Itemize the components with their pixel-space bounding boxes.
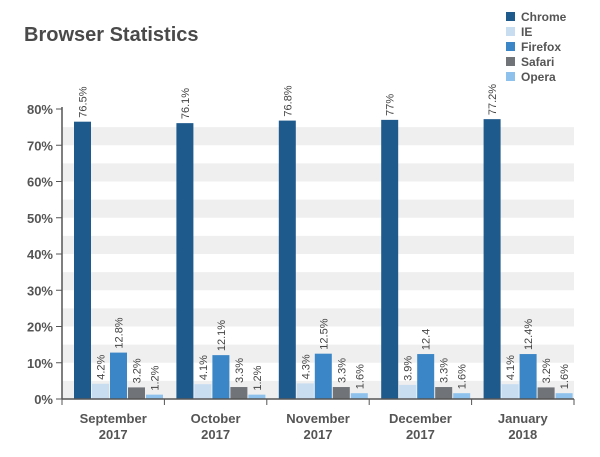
data-label: 1.6% <box>559 364 571 389</box>
data-label: 76.8% <box>282 85 294 116</box>
bar-safari-3 <box>435 387 453 399</box>
legend-swatch-chrome <box>506 12 515 21</box>
x-tick-label: 2017 <box>99 427 128 442</box>
data-label: 12.8% <box>114 317 126 348</box>
y-tick-label: 50% <box>27 211 53 226</box>
data-label: 4.1% <box>505 355 517 380</box>
data-label: 1.2% <box>252 365 264 390</box>
y-tick-label: 40% <box>27 247 53 262</box>
y-tick-label: 10% <box>27 356 53 371</box>
bar-opera-4 <box>555 393 573 399</box>
x-tick-label: September <box>80 411 147 426</box>
bar-ie-2 <box>296 383 314 399</box>
y-tick-label: 60% <box>27 175 53 190</box>
bar-opera-2 <box>350 393 368 399</box>
legend-swatch-opera <box>506 72 515 81</box>
data-label: 3.2% <box>541 358 553 383</box>
bar-ie-1 <box>194 384 212 399</box>
chart-title: Browser Statistics <box>24 24 199 46</box>
y-tick-label: 70% <box>27 138 53 153</box>
x-tick-label: 2017 <box>201 427 230 442</box>
bars <box>74 119 573 400</box>
y-tick-label: 0% <box>34 392 53 407</box>
x-tick-label: 2017 <box>304 427 333 442</box>
data-label: 77% <box>385 94 397 116</box>
bar-ie-3 <box>399 384 417 399</box>
bar-safari-2 <box>332 387 350 399</box>
data-label: 4.2% <box>96 354 108 379</box>
data-label: 4.1% <box>198 355 210 380</box>
bar-chrome-2 <box>278 120 296 399</box>
legend-label: Firefox <box>521 40 561 54</box>
bar-safari-0 <box>128 387 145 399</box>
data-label: 1.2% <box>150 365 162 390</box>
x-tick-label: December <box>389 411 452 426</box>
bar-ie-4 <box>501 384 519 399</box>
bar-chrome-1 <box>176 123 194 399</box>
bar-safari-1 <box>230 387 248 399</box>
bar-firefox-1 <box>212 355 230 399</box>
data-label: 3.3% <box>439 358 451 383</box>
x-tick-label: 2018 <box>508 427 537 442</box>
bar-chrome-4 <box>483 119 501 400</box>
x-tick-label: January <box>498 411 549 426</box>
legend-label: IE <box>521 25 532 39</box>
bar-chrome-3 <box>381 119 399 399</box>
data-label: 3.3% <box>234 358 246 383</box>
data-label: 3.2% <box>132 358 144 383</box>
y-tick-label: 80% <box>27 102 53 117</box>
bar-firefox-3 <box>417 354 435 399</box>
bar-opera-1 <box>248 394 266 399</box>
x-tick-label: 2017 <box>406 427 435 442</box>
data-label: 12.4% <box>523 319 535 350</box>
data-label: 3.9% <box>403 356 415 381</box>
data-label: 76.1% <box>180 88 192 119</box>
y-tick-label: 20% <box>27 320 53 335</box>
data-label: 3.3% <box>336 358 348 383</box>
bar-opera-0 <box>146 394 163 399</box>
data-label: 12.5% <box>318 318 330 349</box>
legend-label: Chrome <box>521 10 567 24</box>
bar-safari-4 <box>537 387 555 399</box>
bar-opera-3 <box>453 393 471 399</box>
x-axis: September2017October2017November2017Dece… <box>61 398 575 442</box>
data-label: 1.6% <box>354 364 366 389</box>
legend-swatch-ie <box>506 27 515 36</box>
data-label: 4.3% <box>300 354 312 379</box>
bar-firefox-2 <box>314 353 332 399</box>
data-label: 76.5% <box>78 86 90 117</box>
y-axis: 0% 10% 20% 30% 40% 50% 60% 70% 80% <box>27 102 63 407</box>
data-label: 77.2% <box>487 84 499 115</box>
data-label: 12.1% <box>216 320 228 351</box>
legend-swatch-firefox <box>506 42 515 51</box>
bar-chrome-0 <box>74 121 91 399</box>
legend-label: Safari <box>521 55 554 69</box>
data-label: 1.6% <box>457 364 469 389</box>
data-label: 12.4 <box>421 329 433 350</box>
data-labels: 76.5% 4.2% 12.8% 3.2% 1.2% 76.1% 4.1% 12.1% 3.3%… <box>78 84 572 391</box>
bar-firefox-0 <box>110 352 127 399</box>
x-tick-label: November <box>286 411 350 426</box>
legend-label: Opera <box>521 70 556 84</box>
y-tick-label: 30% <box>27 283 53 298</box>
bar-ie-0 <box>92 383 109 399</box>
x-tick-label: October <box>191 411 241 426</box>
bar-firefox-4 <box>519 354 537 399</box>
legend-swatch-safari <box>506 57 515 66</box>
